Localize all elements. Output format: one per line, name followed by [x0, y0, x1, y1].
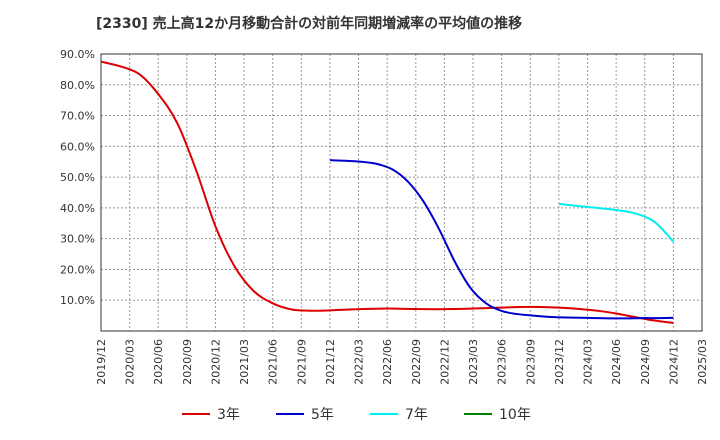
x-tick-layer: 2019/12 2020/03 2020/06 2020/09 2020/12 2021/…: [95, 339, 709, 385]
y-tick-label: 50.0%: [60, 171, 95, 184]
x-tick-label: 2020/09: [181, 339, 194, 385]
legend-label-4: 10年: [499, 407, 531, 423]
series-layer: [100, 60, 675, 324]
x-tick-label: 2021/12: [324, 339, 337, 385]
x-tick-label: 2024/03: [582, 339, 595, 385]
y-tick-label: 70.0%: [60, 110, 95, 123]
chart-title: [2330] 売上高12か月移動合計の対前年同期増減率の平均値の推移: [96, 16, 523, 32]
x-tick-label: 2022/03: [353, 339, 366, 385]
series-line-3: [558, 202, 675, 243]
x-tick-label: 2022/09: [410, 339, 423, 385]
x-tick-label: 2020/06: [152, 339, 165, 385]
series-line-1: [100, 60, 674, 324]
x-tick-label: 2024/09: [639, 339, 652, 385]
x-tick-label: 2021/03: [238, 339, 251, 385]
x-tick-label: 2025/03: [696, 339, 709, 385]
x-tick-label: 2020/12: [209, 339, 222, 385]
x-tick-label: 2023/12: [553, 339, 566, 385]
x-tick-label: 2024/06: [610, 339, 623, 385]
y-tick-label: 30.0%: [60, 233, 95, 246]
y-tick-label: 80.0%: [60, 79, 95, 92]
series-line-2: [329, 159, 674, 320]
x-tick-label: 2021/09: [295, 339, 308, 385]
x-tick-label: 2022/06: [381, 339, 394, 385]
x-tick-label: 2020/03: [124, 339, 137, 385]
legend: 3年 5年 7年 10年: [182, 407, 531, 423]
legend-label-2: 5年: [311, 407, 334, 423]
x-tick-label: 2023/03: [467, 339, 480, 385]
legend-label-3: 7年: [405, 407, 428, 423]
x-tick-label: 2019/12: [95, 339, 108, 385]
y-tick-label: 20.0%: [60, 263, 95, 276]
legend-label-1: 3年: [217, 407, 240, 423]
y-tick-label: 10.0%: [60, 294, 95, 307]
x-tick-label: 2024/12: [667, 339, 680, 385]
x-tick-label: 2023/06: [496, 339, 509, 385]
y-tick-label: 60.0%: [60, 140, 95, 153]
plot-area: [101, 54, 702, 331]
plot-frame: [100, 53, 703, 332]
x-tick-label: 2022/12: [438, 339, 451, 385]
y-tick-layer: 10.0% 20.0% 30.0% 40.0% 50.0% 60.0% 70.0% 80.0%…: [60, 48, 95, 307]
x-tick-label: 2023/09: [524, 339, 537, 385]
x-tick-label: 2021/06: [267, 339, 280, 385]
y-tick-label: 40.0%: [60, 202, 95, 215]
y-tick-label: 90.0%: [60, 48, 95, 61]
